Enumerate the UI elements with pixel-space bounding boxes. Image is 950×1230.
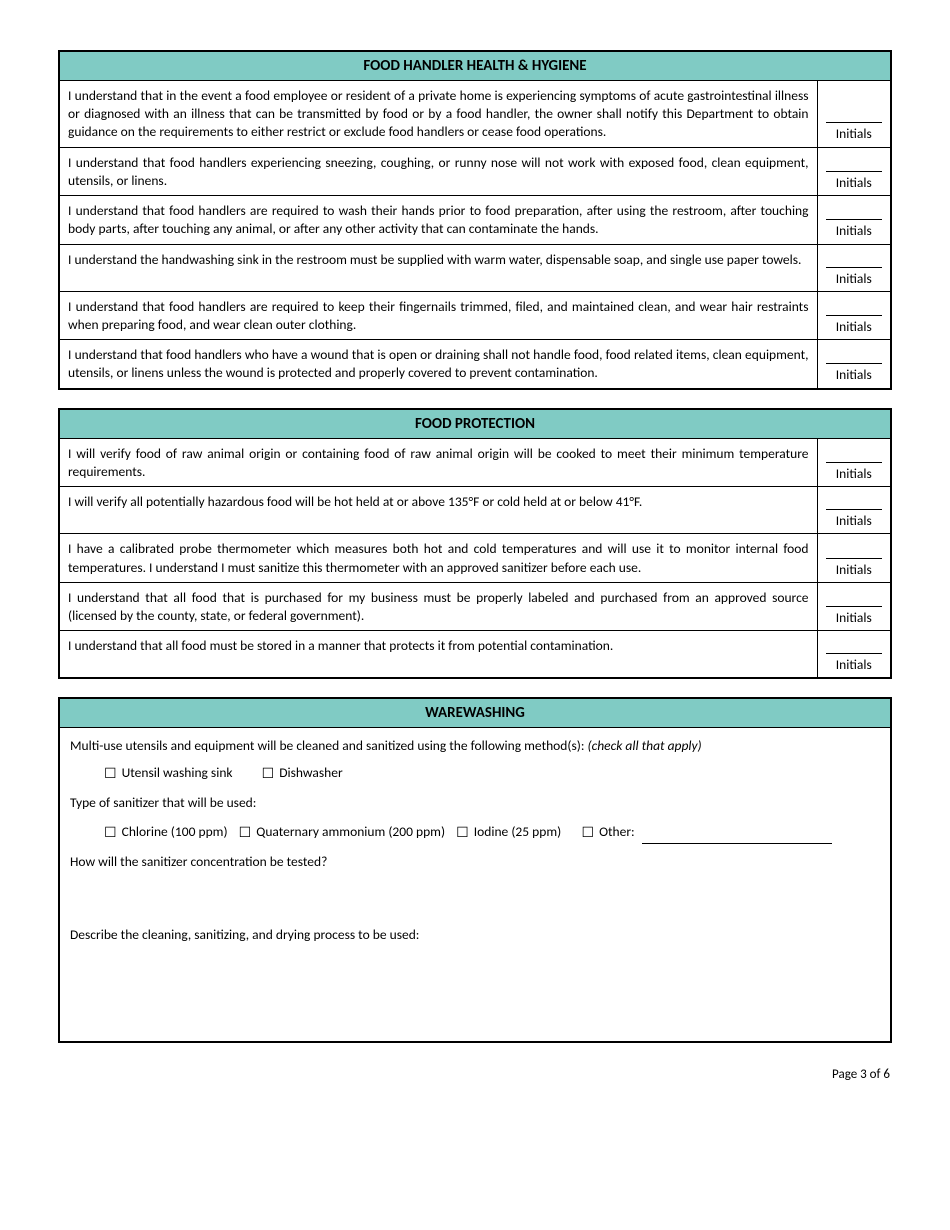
statement-text: I will verify all potentially hazardous …	[59, 487, 817, 534]
initials-field[interactable]: Initials	[817, 631, 891, 679]
statement-row: I understand that food handlers experien…	[59, 147, 891, 195]
ww-question-concentration: How will the sanitizer concentration be …	[70, 852, 880, 873]
initials-field[interactable]: Initials	[817, 81, 891, 148]
initials-field[interactable]: Initials	[817, 147, 891, 195]
section-header-protection: FOOD PROTECTION	[59, 409, 891, 439]
ww-intro-text: Multi-use utensils and equipment will be…	[70, 737, 588, 754]
initials-label: Initials	[836, 656, 872, 673]
other-input-line[interactable]	[642, 843, 832, 844]
statement-row: I understand that food handlers are requ…	[59, 196, 891, 244]
statement-text: I understand that all food must be store…	[59, 631, 817, 679]
checkbox-icon[interactable]: ☐	[239, 822, 252, 844]
statement-text: I understand that in the event a food em…	[59, 81, 817, 148]
statement-row: I have a calibrated probe thermometer wh…	[59, 534, 891, 582]
statement-text: I understand that food handlers are requ…	[59, 291, 817, 339]
checkbox-label-iodine: Iodine (25 ppm)	[474, 823, 561, 840]
statement-text: I understand that food handlers are requ…	[59, 196, 817, 244]
initials-field[interactable]: Initials	[817, 487, 891, 534]
warewashing-body: Multi-use utensils and equipment will be…	[59, 728, 891, 1043]
initials-label: Initials	[836, 270, 872, 287]
ww-answer-space[interactable]	[70, 953, 880, 1033]
section-header-health: FOOD HANDLER HEALTH & HYGIENE	[59, 51, 891, 81]
checkbox-icon[interactable]: ☐	[104, 763, 117, 785]
ww-sanitizers-row: ☐ Chlorine (100 ppm) ☐ Quaternary ammoni…	[104, 822, 880, 844]
page-footer: Page 3 of 6	[58, 1061, 892, 1082]
initials-label: Initials	[836, 512, 872, 529]
checkbox-label-dishwasher: Dishwasher	[279, 764, 342, 781]
initials-label: Initials	[836, 222, 872, 239]
statement-row: I will verify all potentially hazardous …	[59, 487, 891, 534]
ww-answer-space[interactable]	[70, 881, 880, 925]
checkbox-label-other: Other:	[599, 823, 635, 840]
initials-label: Initials	[836, 465, 872, 482]
initials-field[interactable]: Initials	[817, 196, 891, 244]
statement-text: I understand that food handlers who have…	[59, 340, 817, 389]
section-warewashing: WAREWASHING Multi-use utensils and equip…	[58, 697, 892, 1043]
initials-label: Initials	[836, 125, 872, 142]
checkbox-label-utensil-sink: Utensil washing sink	[122, 764, 233, 781]
statement-row: I understand that in the event a food em…	[59, 81, 891, 148]
initials-field[interactable]: Initials	[817, 291, 891, 339]
initials-label: Initials	[836, 609, 872, 626]
statement-text: I understand the handwashing sink in the…	[59, 244, 817, 291]
statement-row: I understand that food handlers who have…	[59, 340, 891, 389]
statement-text: I understand that all food that is purch…	[59, 582, 817, 630]
statement-row: I understand the handwashing sink in the…	[59, 244, 891, 291]
section-header-warewashing: WAREWASHING	[59, 698, 891, 728]
statement-row: I understand that all food that is purch…	[59, 582, 891, 630]
statement-row: I will verify food of raw animal origin …	[59, 438, 891, 486]
section-food-protection: FOOD PROTECTION I will verify food of ra…	[58, 408, 892, 680]
statement-row: I understand that food handlers are requ…	[59, 291, 891, 339]
ww-question-process: Describe the cleaning, sanitizing, and d…	[70, 925, 880, 946]
statement-text: I understand that food handlers experien…	[59, 147, 817, 195]
ww-sanitizer-label: Type of sanitizer that will be used:	[70, 793, 880, 814]
checkbox-icon[interactable]: ☐	[104, 822, 117, 844]
page-container: FOOD HANDLER HEALTH & HYGIENE I understa…	[0, 0, 950, 1112]
statement-text: I will verify food of raw animal origin …	[59, 438, 817, 486]
initials-field[interactable]: Initials	[817, 438, 891, 486]
initials-field[interactable]: Initials	[817, 340, 891, 389]
initials-field[interactable]: Initials	[817, 244, 891, 291]
checkbox-label-quat: Quaternary ammonium (200 ppm)	[256, 823, 445, 840]
section-health-hygiene: FOOD HANDLER HEALTH & HYGIENE I understa…	[58, 50, 892, 390]
statement-row: I understand that all food must be store…	[59, 631, 891, 679]
checkbox-icon[interactable]: ☐	[581, 822, 594, 844]
initials-label: Initials	[836, 174, 872, 191]
initials-label: Initials	[836, 561, 872, 578]
checkbox-icon[interactable]: ☐	[456, 822, 469, 844]
statement-text: I have a calibrated probe thermometer wh…	[59, 534, 817, 582]
ww-intro-italic: (check all that apply)	[588, 737, 702, 754]
ww-intro: Multi-use utensils and equipment will be…	[70, 736, 880, 757]
initials-field[interactable]: Initials	[817, 582, 891, 630]
checkbox-icon[interactable]: ☐	[262, 763, 275, 785]
checkbox-label-chlorine: Chlorine (100 ppm)	[122, 823, 228, 840]
initials-field[interactable]: Initials	[817, 534, 891, 582]
initials-label: Initials	[836, 318, 872, 335]
ww-methods-row: ☐ Utensil washing sink ☐ Dishwasher	[104, 763, 880, 785]
initials-label: Initials	[836, 366, 872, 383]
